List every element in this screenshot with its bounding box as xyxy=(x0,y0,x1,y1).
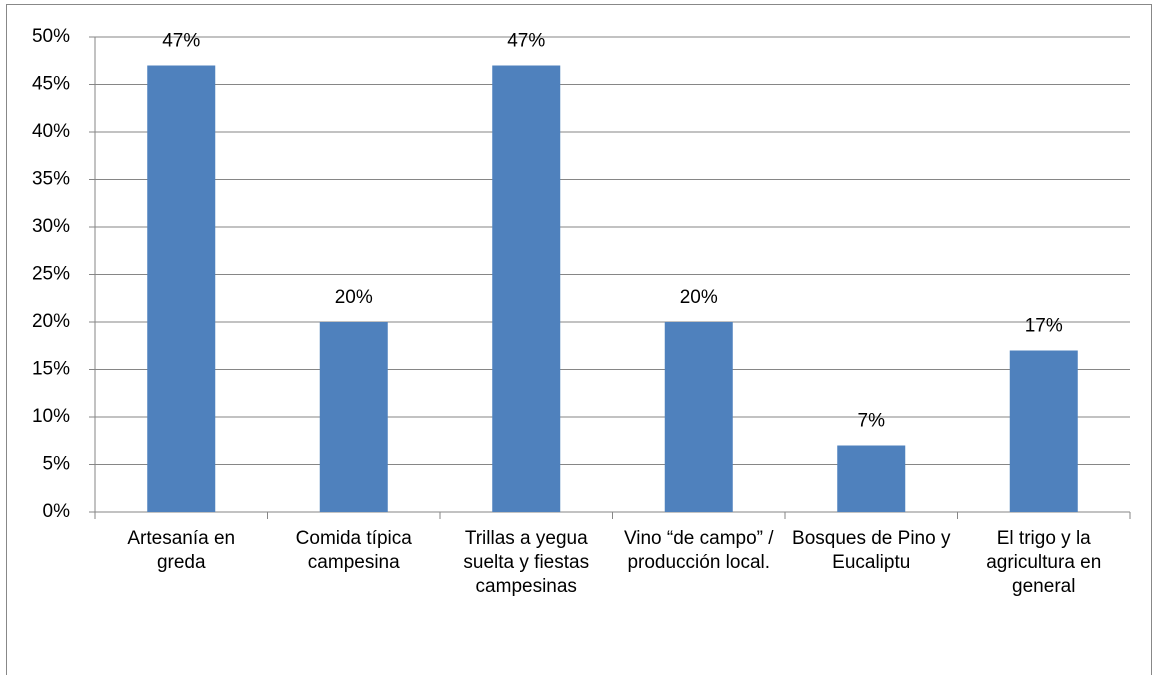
bar xyxy=(319,322,388,512)
y-tick-label: 40% xyxy=(32,121,70,142)
bar xyxy=(147,65,216,512)
data-label: 17% xyxy=(1025,316,1063,337)
x-tick-label: Artesanía en greda xyxy=(127,528,236,573)
y-tick-label: 35% xyxy=(32,169,70,190)
y-tick-label: 0% xyxy=(43,501,71,522)
y-tick-label: 50% xyxy=(32,26,70,47)
x-tick-label: Trillas a yegua suelta y fiestas campesi… xyxy=(463,528,590,597)
data-label: 20% xyxy=(335,287,373,308)
bar xyxy=(837,445,906,512)
data-label: 47% xyxy=(162,31,200,52)
x-tick-label: El trigo y la agricultura en general xyxy=(986,528,1102,597)
data-label: 7% xyxy=(858,411,886,432)
x-tick-label: Vino “de campo” / producción local. xyxy=(623,528,774,573)
y-tick-label: 10% xyxy=(32,406,70,427)
bar xyxy=(664,322,733,512)
chart-border xyxy=(6,4,1152,675)
y-tick-label: 25% xyxy=(32,264,70,285)
y-tick-label: 15% xyxy=(32,359,70,380)
y-tick-label: 20% xyxy=(32,311,70,332)
x-tick-label: Bosques de Pino y Eucaliptu xyxy=(792,528,951,573)
bar xyxy=(1009,350,1078,512)
data-label: 20% xyxy=(680,287,718,308)
y-tick-label: 30% xyxy=(32,216,70,237)
bar xyxy=(492,65,561,512)
y-tick-label: 5% xyxy=(43,454,71,475)
x-tick-label: Comida típica campesina xyxy=(295,528,412,573)
data-label: 47% xyxy=(507,31,545,52)
y-tick-label: 45% xyxy=(32,74,70,95)
